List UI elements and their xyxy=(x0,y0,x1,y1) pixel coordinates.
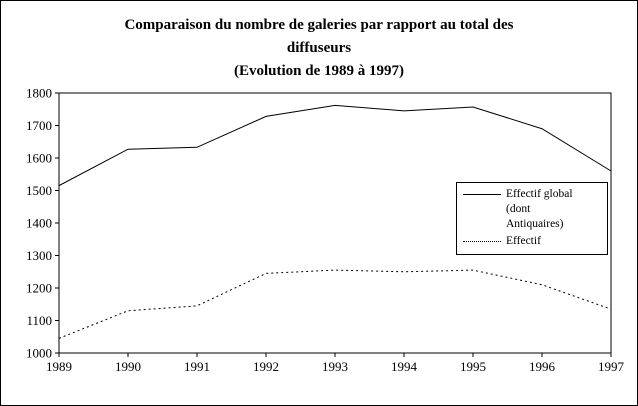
legend-entry-label-continuation: (dont xyxy=(506,203,531,215)
legend-entry: Effectif xyxy=(463,234,601,249)
y-tick-label: 1700 xyxy=(26,118,52,133)
y-tick-label: 1500 xyxy=(26,183,52,198)
chart-title-line1: Comparaison du nombre de galeries par ra… xyxy=(124,17,514,33)
y-tick-label: 1000 xyxy=(26,346,52,361)
y-tick-label: 1800 xyxy=(26,86,52,101)
x-tick-label: 1997 xyxy=(598,359,625,374)
y-tick-label: 1600 xyxy=(26,151,52,166)
x-tick-label: 1996 xyxy=(529,359,556,374)
x-tick-label: 1989 xyxy=(46,359,72,374)
x-tick-label: 1994 xyxy=(391,359,418,374)
x-tick-label: 1993 xyxy=(322,359,348,374)
legend-entry-label: Effectif global xyxy=(506,188,573,200)
legend-dotted-line-sample xyxy=(463,240,501,242)
chart-title: Comparaison du nombre de galeries par ra… xyxy=(1,14,637,83)
x-tick-label: 1992 xyxy=(253,359,279,374)
series-line-effectif-global-dont-antiquaires xyxy=(58,104,612,187)
x-tick-label: 1990 xyxy=(115,359,141,374)
y-tick-label: 1100 xyxy=(26,313,52,328)
legend-solid-line-sample xyxy=(463,193,501,195)
y-tick-label: 1200 xyxy=(26,281,52,296)
y-tick-label: 1300 xyxy=(26,248,52,263)
chart-title-line2: diffuseurs xyxy=(286,40,352,56)
legend-entry: Effectif global xyxy=(463,187,601,202)
y-tick-label: 1400 xyxy=(26,216,52,231)
chart-subtitle: (Evolution de 1989 à 1997) xyxy=(233,63,404,79)
chart-legend: Effectif global (dont Antiquaires) Effectif xyxy=(456,182,608,255)
legend-entry-label: Effectif xyxy=(506,235,541,247)
x-tick-label: 1991 xyxy=(184,359,210,374)
legend-entry-label-continuation: Antiquaires) xyxy=(506,218,564,230)
series-line-effectif xyxy=(58,269,612,339)
x-tick-label: 1995 xyxy=(460,359,486,374)
